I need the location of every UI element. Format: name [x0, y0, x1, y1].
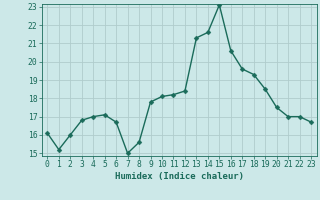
- X-axis label: Humidex (Indice chaleur): Humidex (Indice chaleur): [115, 172, 244, 181]
